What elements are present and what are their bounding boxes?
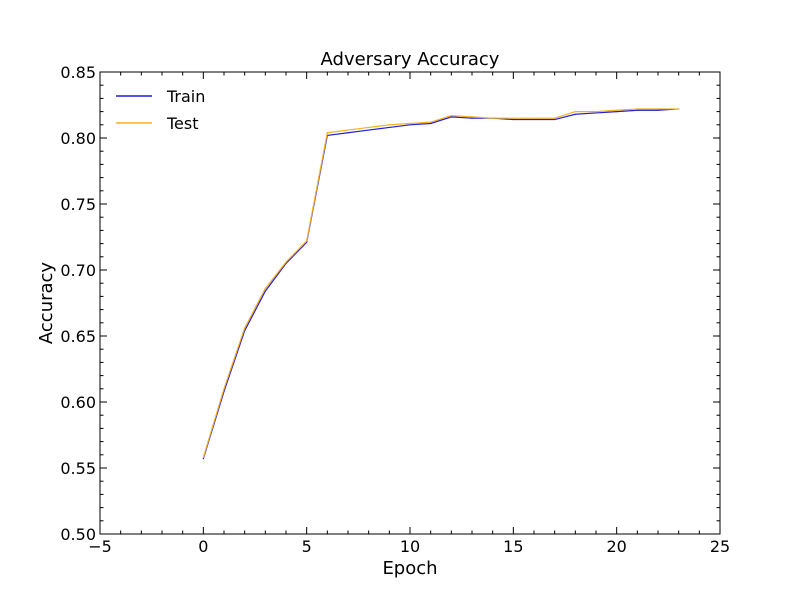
data-point-test: [471, 116, 473, 118]
data-point-test: [657, 108, 659, 110]
y-tick-label: 0.70: [60, 261, 96, 280]
y-tick-label: 0.65: [60, 327, 96, 346]
legend-label-test: Test: [166, 114, 199, 133]
data-point-train: [202, 458, 204, 460]
data-point-test: [306, 240, 308, 242]
data-point-test: [388, 124, 390, 126]
chart-title: Adversary Accuracy: [321, 49, 500, 70]
x-tick-label: 25: [710, 537, 730, 556]
series-line-test: [202, 108, 679, 458]
data-point-train: [616, 111, 618, 113]
data-point-test: [347, 129, 349, 131]
data-point-test: [616, 109, 618, 111]
data-point-test: [678, 108, 680, 110]
x-tick-label: 20: [606, 537, 626, 556]
data-point-train: [264, 290, 266, 292]
x-tick-label: 5: [302, 537, 312, 556]
data-point-test: [554, 117, 556, 119]
data-point-train: [388, 126, 390, 129]
series-line-train: [202, 108, 679, 459]
data-point-train: [636, 109, 638, 111]
legend-label-train: Train: [166, 87, 205, 106]
data-point-train: [430, 122, 432, 125]
data-point-train: [533, 118, 535, 121]
y-tick-label: 0.50: [60, 525, 96, 544]
data-point-train: [595, 112, 597, 114]
data-point-test: [223, 388, 225, 390]
data-point-train: [574, 113, 576, 115]
data-point-test: [326, 132, 328, 134]
data-point-test: [595, 111, 597, 113]
data-point-test: [533, 117, 535, 119]
x-tick-label: −5: [88, 537, 112, 556]
data-point-train: [512, 118, 514, 121]
data-point-test: [492, 117, 494, 119]
data-point-test: [574, 111, 576, 113]
plot-frame: [99, 71, 721, 535]
y-tick-label: 0.60: [60, 393, 96, 412]
data-point-test: [264, 287, 266, 290]
y-tick-label: 0.85: [60, 63, 96, 82]
x-tick-label: 0: [198, 537, 208, 556]
x-tick-label: 10: [400, 537, 420, 556]
data-point-test: [202, 456, 204, 459]
data-point-train: [368, 129, 370, 131]
y-axis-label: Accuracy: [36, 262, 57, 345]
data-point-test: [285, 261, 287, 263]
data-point-test: [512, 117, 514, 119]
data-point-test: [430, 121, 432, 123]
x-tick-label: 15: [503, 537, 523, 556]
data-point-train: [450, 116, 452, 118]
data-point-test: [409, 122, 411, 125]
data-point-test: [244, 327, 246, 329]
data-point-train: [471, 117, 473, 119]
data-point-test: [450, 114, 452, 117]
data-point-test: [368, 126, 370, 129]
data-point-train: [554, 118, 556, 121]
y-tick-label: 0.55: [60, 459, 96, 478]
data-point-train: [657, 109, 659, 111]
y-tick-label: 0.80: [60, 129, 96, 148]
y-tick-label: 0.75: [60, 195, 96, 214]
data-point-train: [347, 132, 349, 134]
data-point-train: [409, 124, 411, 126]
x-axis-label: Epoch: [382, 558, 437, 579]
data-point-test: [636, 108, 638, 110]
